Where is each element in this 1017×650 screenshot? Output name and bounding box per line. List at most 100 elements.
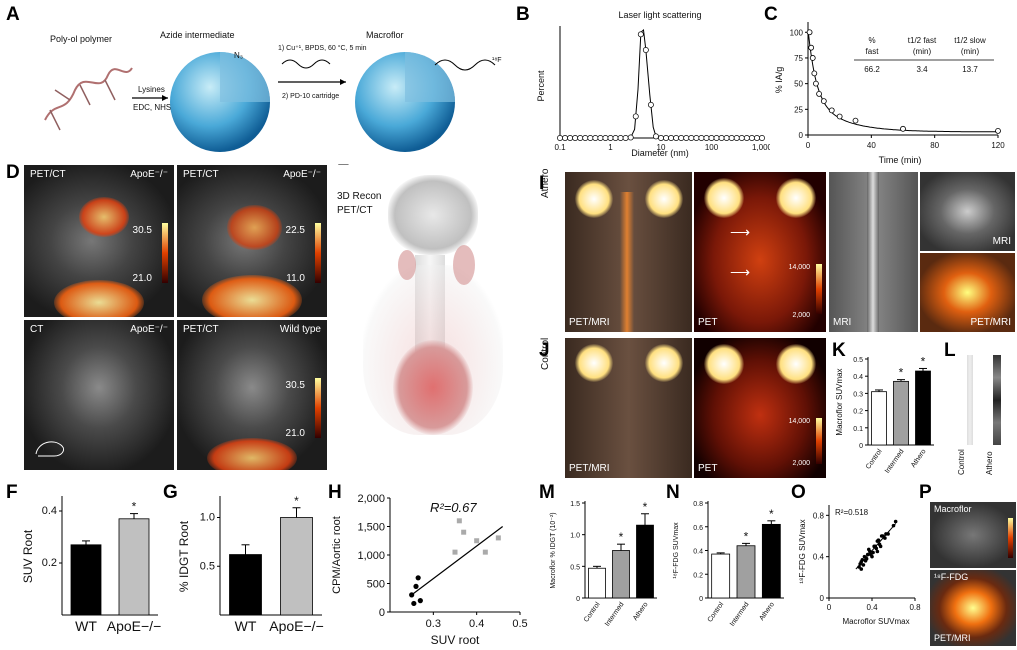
chart-o-point — [859, 567, 864, 571]
panel-label-p: P — [919, 482, 932, 503]
img4-scale-min: 21.0 — [285, 428, 305, 439]
panel-label-k: K — [832, 340, 846, 361]
chart-h-point — [452, 549, 458, 555]
chart-k: 0 0.1 0.2 0.3 0.4 0.5 Macroflor SUVmax Control *… — [835, 355, 934, 475]
chart-n-xtick-label: Control — [707, 601, 726, 624]
l-control: Control — [957, 449, 966, 475]
heart-icon — [393, 340, 473, 435]
chart-o-xtick-label: 0 — [827, 603, 832, 612]
synthesis-scheme: Poly-ol polymer Lysines EDC, NHS Azide i… — [44, 30, 502, 152]
table-v3: 13.7 — [962, 65, 978, 74]
chart-b-point — [678, 135, 685, 141]
chart-k-asterisk: * — [899, 366, 904, 380]
chart-c-point — [806, 29, 813, 36]
chart-f-ytick-label: 0.4 — [42, 505, 57, 517]
chart-b-xtick-label: 100 — [705, 143, 719, 152]
mri-athero: MRI — [829, 172, 918, 332]
chart-b-point — [572, 135, 579, 141]
j2-label: PET — [698, 463, 718, 474]
chart-c-ytick-label: 75 — [794, 54, 803, 63]
step1-label: 1) Cu⁺¹, BPDS, 60 °C, 5 min — [278, 44, 367, 52]
l-athero: Athero — [985, 451, 994, 475]
i2-label: PET — [698, 317, 718, 328]
chart-m-bar — [588, 567, 606, 599]
chart-h-ylabel: CPM/Aortic root — [331, 516, 343, 594]
chart-c-point — [995, 127, 1001, 134]
chart-f-asterisk: * — [132, 500, 137, 514]
chart-o-xtick-label: 0.8 — [909, 603, 921, 612]
chart-h-point — [415, 575, 421, 581]
chart-n-xtick-label: Intermed — [729, 601, 751, 628]
polymer-label: Poly-ol polymer — [50, 34, 112, 44]
pet-athero: ⟶ ⟶ 14,000 2,000 PET — [694, 172, 826, 332]
chart-o-point — [858, 562, 862, 566]
chart-m-ytick-label: 0 — [576, 596, 580, 603]
pet-mri-control: PET/MRI — [565, 338, 692, 478]
chart-b-point — [647, 101, 654, 108]
chart-n-bar — [761, 523, 781, 599]
chart-k-bar — [871, 391, 887, 446]
control-side-label: Control — [540, 337, 551, 370]
colorbar-2 — [315, 223, 321, 283]
chart-g-ytick-label: 1.0 — [200, 512, 215, 524]
arrow-icon-2: ⟶ — [730, 264, 751, 280]
img2-scale-max: 22.5 — [285, 225, 305, 236]
chart-k-bar — [915, 370, 931, 446]
chart-b-point — [688, 135, 695, 141]
chart-g-bar — [229, 554, 262, 616]
chart-k-ytick-label: 0.2 — [853, 409, 863, 416]
chart-b-point — [683, 135, 690, 141]
chart-c-ytick-label: 50 — [794, 80, 803, 89]
chart-k-ytick-label: 0.1 — [853, 426, 863, 433]
chart-b-point — [693, 135, 700, 141]
chart-c-xlabel: Time (min) — [879, 155, 922, 165]
chart-m-ytick-label: 1.0 — [570, 533, 580, 540]
chart-c-ytick-label: 0 — [799, 131, 804, 140]
i3-label: MRI — [833, 317, 852, 328]
chart-k-xtick-label: Control — [865, 448, 884, 471]
j1-label: PET/MRI — [569, 463, 610, 474]
chart-m-ylabel: Macroflor % IDGT (10⁻²) — [550, 512, 557, 588]
chart-c-point — [809, 55, 816, 61]
chart-b-ylabel: Percent — [536, 70, 546, 102]
chart-h-point — [411, 600, 417, 607]
azide-label: Azide intermediate — [160, 30, 235, 40]
chart-k-asterisk: * — [921, 355, 926, 368]
chart-m-asterisk: * — [619, 530, 624, 544]
chart-m-bar — [636, 524, 654, 599]
chart-b-point — [632, 113, 639, 120]
chart-o-point — [860, 557, 865, 562]
3d-recon-image: 3D Recon PET/CT — [333, 165, 533, 470]
chart-b-point — [723, 135, 730, 141]
chart-b-point — [567, 135, 574, 141]
chart-b-point — [673, 135, 680, 141]
chart-k-ytick-label: 0.5 — [853, 357, 863, 364]
chart-m-xtick-label: Intermed — [604, 601, 626, 628]
chart-o-point — [861, 563, 866, 567]
chart-k-ytick-label: 0.3 — [853, 391, 863, 398]
chart-c-xtick-label: 40 — [867, 141, 876, 150]
panel-label-f: F — [6, 482, 18, 503]
colorbar-i2 — [816, 264, 822, 314]
chart-f-ylabel: SUV Root — [21, 529, 35, 583]
i4a-label: MRI — [992, 236, 1011, 247]
macroflor-label: Macroflor — [366, 30, 404, 40]
chart-n-bar — [736, 545, 756, 599]
recon-text1: 3D Recon — [337, 191, 382, 202]
i2-scale-max: 14,000 — [788, 264, 810, 271]
panel-label-d: D — [6, 162, 20, 183]
chart-o-xlabel: Macroflor SUVmax — [842, 617, 909, 626]
colorbar-4 — [315, 378, 321, 438]
chart-n-ytick-label: 0 — [699, 596, 703, 603]
chart-f-xtick-label: WT — [75, 618, 97, 634]
chart-o-xtick-label: 0.4 — [866, 603, 878, 612]
chart-b-xtick-label: 10 — [657, 143, 666, 152]
panel-label-h: H — [328, 482, 342, 503]
table-v2: 3.4 — [916, 65, 928, 74]
panel-label-l: L — [944, 340, 956, 361]
chart-h-point — [482, 549, 488, 555]
chart-o-point — [876, 538, 881, 542]
chart-o-r2: R²=0.518 — [835, 508, 869, 517]
chart-k-bar — [893, 380, 909, 446]
chart-c-ylabel: % IA/g — [774, 67, 784, 94]
